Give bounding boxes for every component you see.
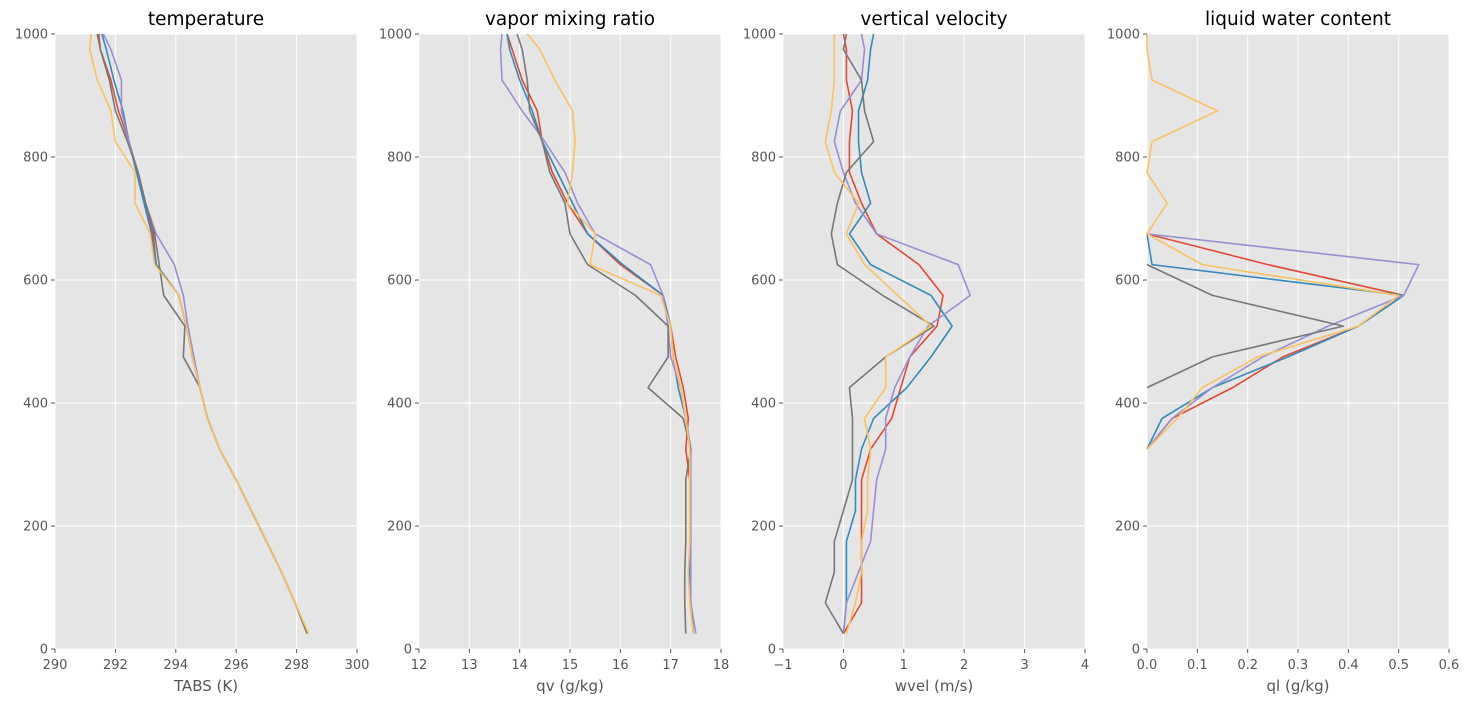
y-tick-label: 200 bbox=[751, 520, 776, 535]
series-group bbox=[499, 33, 697, 634]
grid bbox=[418, 33, 722, 650]
series-line-3 bbox=[833, 33, 972, 634]
y-tick-label: 600 bbox=[751, 274, 776, 289]
y-tick-label: 1000 bbox=[15, 28, 48, 43]
series-line-5 bbox=[526, 33, 695, 634]
ticks: 0.0 0.1 0.2 0.3 0.4 0.5 0.6 0 200 400 600 800 1000 bbox=[1107, 28, 1459, 674]
series-line-4 bbox=[1146, 263, 1345, 389]
x-tick-label: 18 bbox=[713, 658, 730, 673]
x-tick-label: 17 bbox=[662, 658, 679, 673]
vapor-mixing-ratio-panel: vapor mixing ratio qv (g/kg) 12 13 14 15 16 1… bbox=[379, 9, 729, 695]
x-tick-label: 294 bbox=[163, 658, 188, 673]
liquid-water-content-panel: liquid water content ql (g/kg) 0.0 0.1 0.2… bbox=[1107, 9, 1459, 695]
series-group bbox=[824, 33, 972, 635]
ticks: 290 292 294 296 298 300 0 200 400 600 800 1000 bbox=[15, 28, 370, 674]
series-line-3 bbox=[1146, 233, 1420, 450]
series-line-4 bbox=[824, 33, 935, 635]
y-tick-label: 200 bbox=[1115, 520, 1140, 535]
y-tick-label: 800 bbox=[1115, 151, 1140, 166]
x-tick-label: 296 bbox=[224, 658, 249, 673]
y-tick-label: 200 bbox=[387, 520, 412, 535]
y-tick-label: 600 bbox=[23, 274, 48, 289]
x-tick-label: −1 bbox=[773, 658, 792, 673]
y-tick-label: 0 bbox=[768, 643, 776, 658]
plot-area bbox=[55, 34, 357, 649]
ticks: 12 13 14 15 16 17 18 0 200 400 600 800 1000 bbox=[379, 28, 729, 674]
grid bbox=[782, 33, 1086, 650]
series-line-5 bbox=[1146, 34, 1400, 450]
series-line-2 bbox=[1146, 233, 1405, 450]
series-group bbox=[88, 33, 310, 634]
x-tick-label: 290 bbox=[43, 658, 68, 673]
x-tick-label: 298 bbox=[284, 658, 309, 673]
x-tick-label: 1 bbox=[900, 658, 908, 673]
x-axis-label: ql (g/kg) bbox=[1267, 677, 1330, 695]
y-tick-label: 400 bbox=[1115, 397, 1140, 412]
y-tick-label: 0 bbox=[1132, 643, 1140, 658]
series-group bbox=[1146, 34, 1420, 450]
y-tick-label: 0 bbox=[404, 643, 412, 658]
x-tick-label: 0.3 bbox=[1288, 658, 1309, 673]
x-tick-label: 0.5 bbox=[1388, 658, 1409, 673]
x-axis-label: TABS (K) bbox=[173, 677, 238, 695]
series-line-2 bbox=[842, 33, 953, 634]
series-line-5 bbox=[824, 34, 932, 634]
y-tick-label: 0 bbox=[40, 643, 48, 658]
x-tick-label: 12 bbox=[411, 658, 428, 673]
y-tick-label: 600 bbox=[1115, 274, 1140, 289]
series-line-4 bbox=[516, 33, 692, 634]
x-tick-label: 0.1 bbox=[1187, 658, 1208, 673]
series-line-5 bbox=[88, 33, 310, 634]
x-tick-label: 14 bbox=[511, 658, 528, 673]
x-axis-label: qv (g/kg) bbox=[536, 677, 604, 695]
x-tick-label: 292 bbox=[103, 658, 128, 673]
y-tick-label: 400 bbox=[387, 397, 412, 412]
x-tick-label: 0.2 bbox=[1237, 658, 1258, 673]
series-line-1 bbox=[842, 33, 944, 635]
y-tick-label: 800 bbox=[23, 151, 48, 166]
panel-title: vapor mixing ratio bbox=[485, 9, 655, 30]
panel-title: vertical velocity bbox=[860, 9, 1007, 30]
temperature-panel: temperature TABS (K) 290 292 294 296 298 300 0… bbox=[15, 9, 370, 695]
x-tick-label: 0 bbox=[839, 658, 847, 673]
vertical-velocity-panel: vertical velocity wvel (m/s) −1 0 1 2 3 40200… bbox=[743, 9, 1089, 695]
x-tick-label: 0.0 bbox=[1137, 658, 1158, 673]
y-tick-label: 400 bbox=[751, 397, 776, 412]
panel-title: liquid water content bbox=[1205, 9, 1391, 30]
x-tick-label: 300 bbox=[345, 658, 370, 673]
panel-title: temperature bbox=[148, 9, 264, 30]
x-tick-label: 16 bbox=[612, 658, 629, 673]
y-tick-label: 400 bbox=[23, 397, 48, 412]
y-tick-label: 800 bbox=[387, 151, 412, 166]
x-tick-label: 13 bbox=[461, 658, 478, 673]
y-tick-label: 1000 bbox=[743, 28, 776, 43]
y-tick-label: 800 bbox=[751, 151, 776, 166]
x-tick-label: 15 bbox=[562, 658, 579, 673]
x-axis-label: wvel (m/s) bbox=[895, 677, 974, 695]
y-tick-label: 1000 bbox=[379, 28, 412, 43]
plot-area bbox=[783, 34, 1085, 649]
x-tick-label: 4 bbox=[1081, 658, 1089, 673]
y-tick-label: 1000 bbox=[1107, 28, 1140, 43]
grid bbox=[1146, 33, 1450, 650]
x-tick-label: 3 bbox=[1020, 658, 1028, 673]
x-tick-label: 2 bbox=[960, 658, 968, 673]
y-tick-label: 600 bbox=[387, 274, 412, 289]
x-tick-label: 0.6 bbox=[1439, 658, 1460, 673]
y-tick-label: 200 bbox=[23, 520, 48, 535]
x-tick-label: 0.4 bbox=[1338, 658, 1359, 673]
